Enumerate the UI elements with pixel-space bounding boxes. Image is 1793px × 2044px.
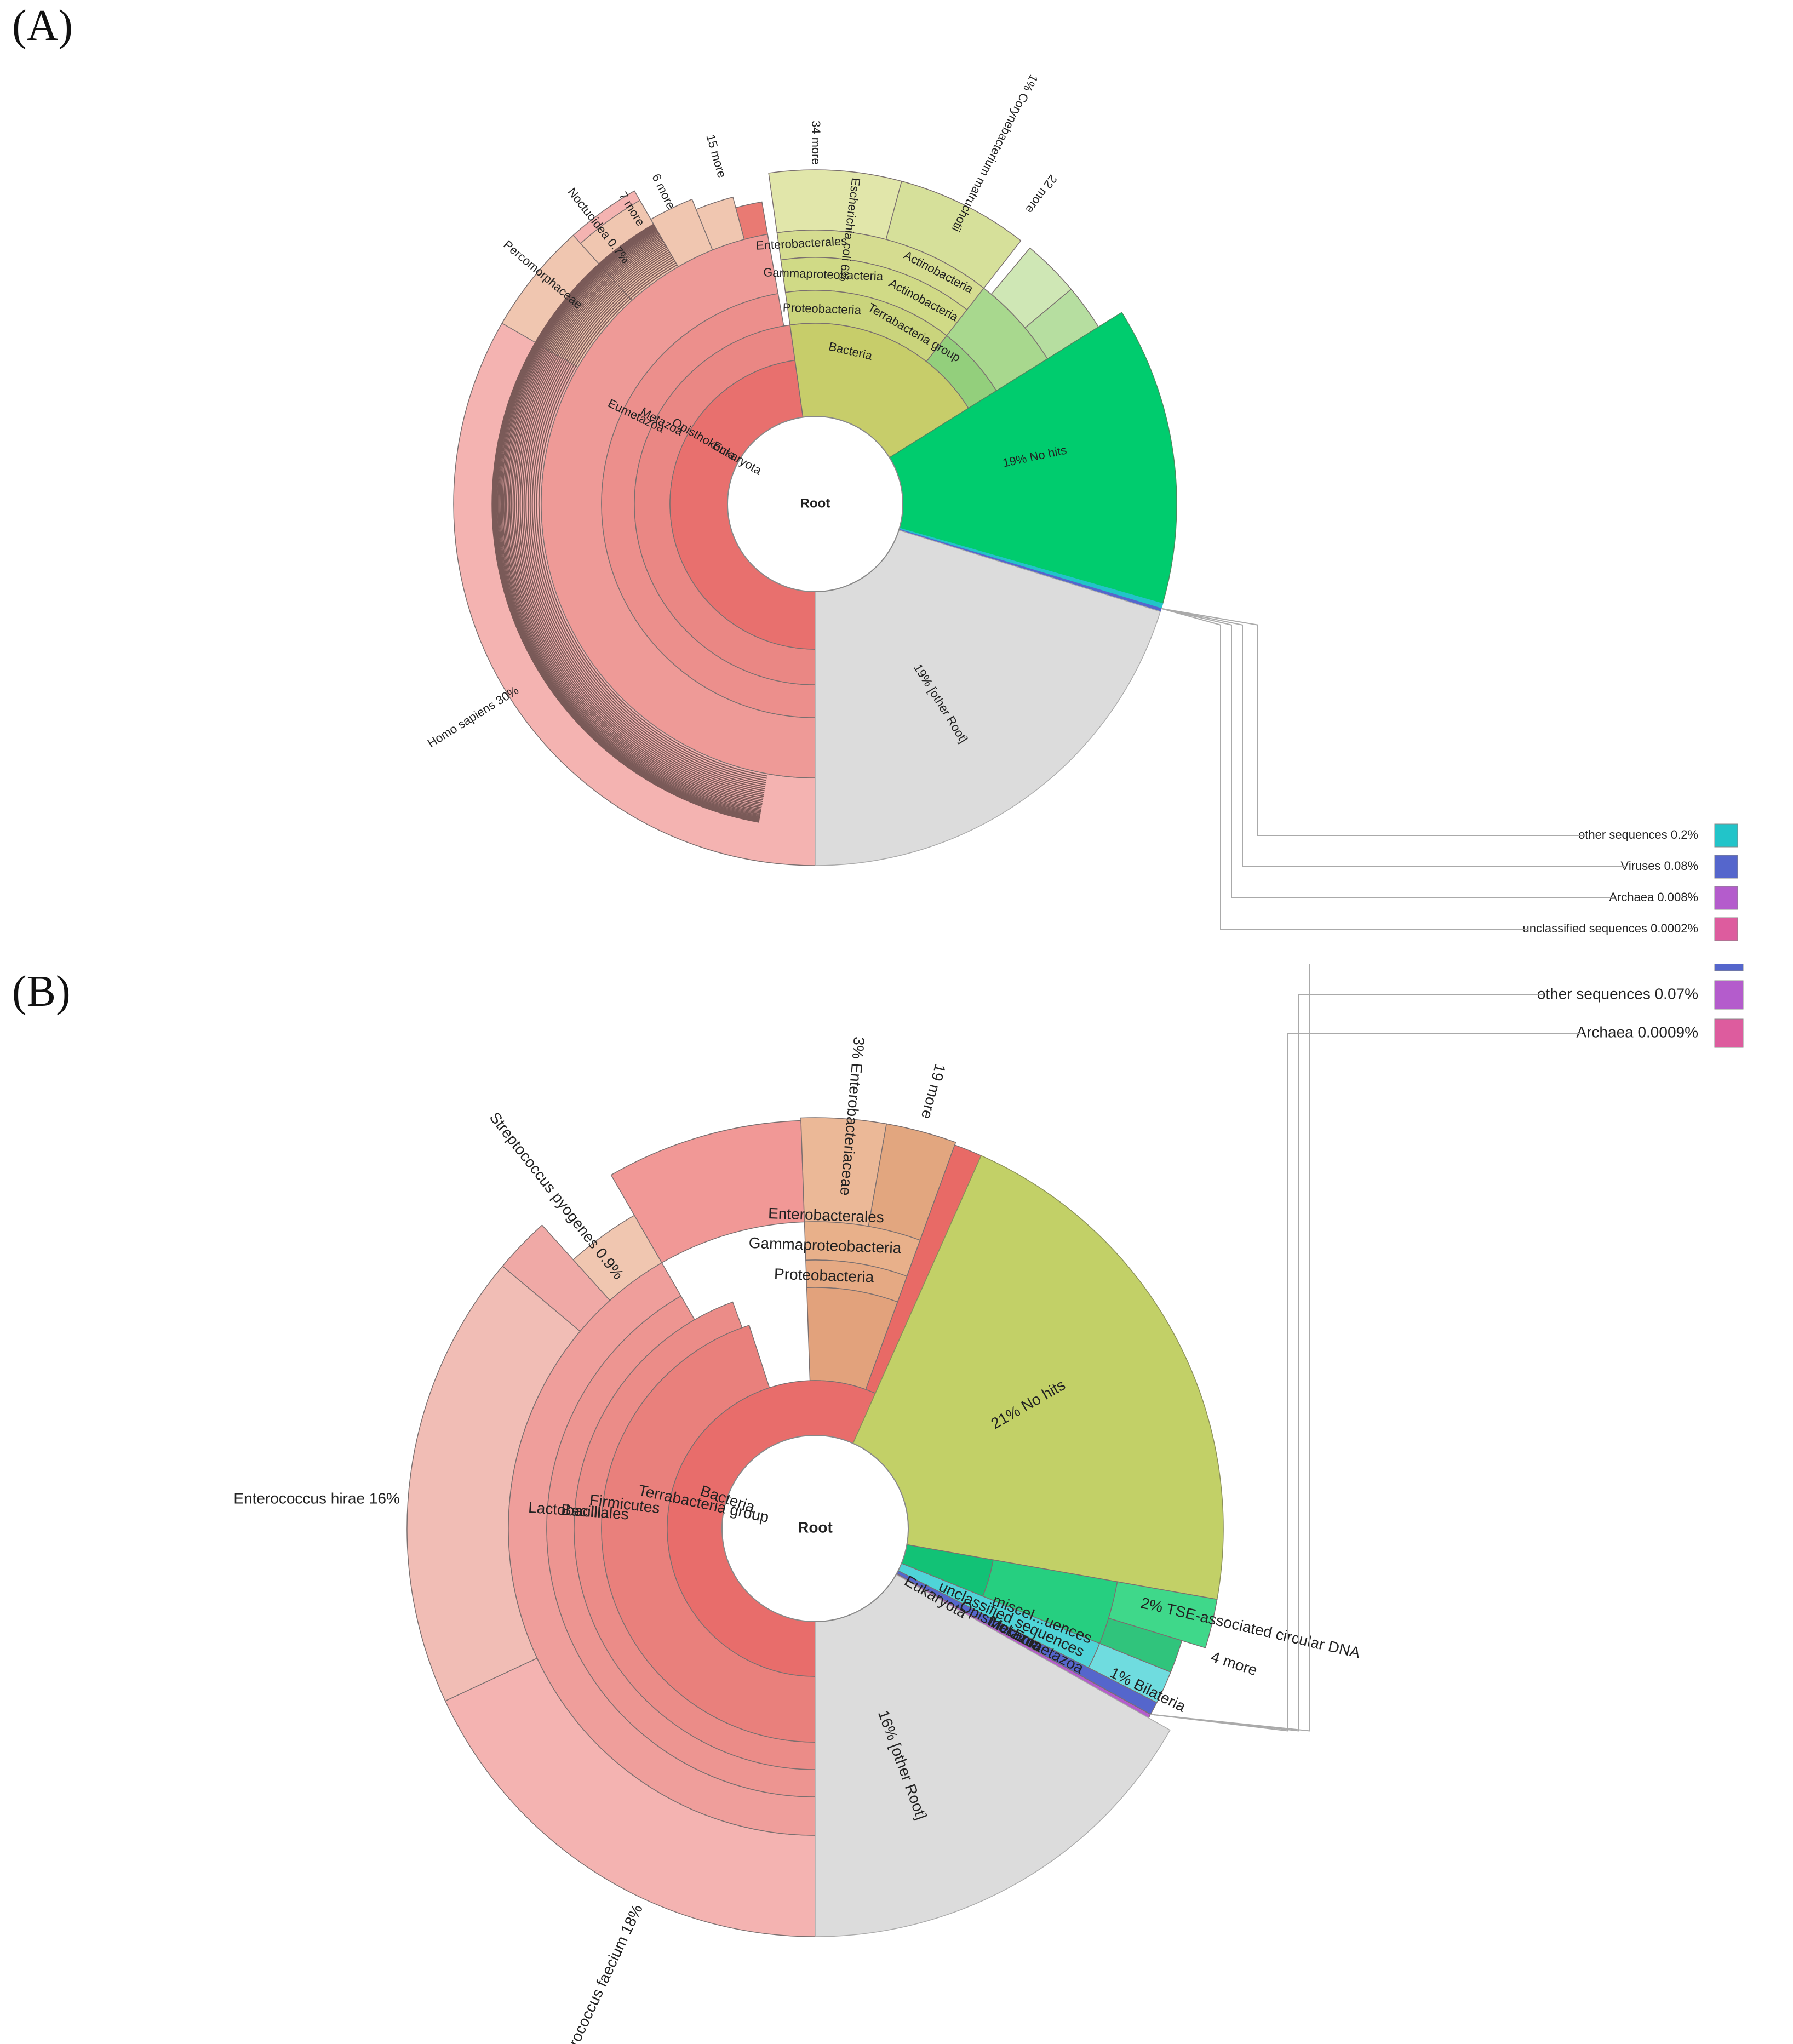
label-proteobacteria: Proteobacteria	[783, 301, 862, 317]
label-22-more: 22 more	[1023, 172, 1060, 216]
root-center[interactable]	[721, 1435, 909, 1622]
label-15-more: 15 more	[703, 133, 729, 179]
lineage-ring	[494, 225, 760, 821]
b-legend-swatch[interactable]	[1714, 1018, 1744, 1048]
panel-a-label: (A)	[12, 2, 73, 50]
lineage-ring	[505, 235, 761, 810]
lineage-ring	[495, 227, 760, 819]
lineage-ring	[509, 239, 763, 805]
lineage-ring	[531, 258, 766, 783]
label-4-more: 4 more	[1209, 1648, 1259, 1679]
label-proteobacteria: Proteobacteria	[774, 1266, 875, 1286]
label-bacilli: Bacilli	[560, 1501, 602, 1521]
label-6-more: 6 more	[649, 171, 678, 211]
lineage-ring	[522, 249, 765, 793]
lineage-ring	[506, 236, 762, 809]
label-enterococcus-faecium: Enterococcus faecium 18%	[552, 1902, 645, 2044]
label-enterococcus-hirae: Enterococcus hirae 16%	[233, 1490, 400, 1507]
lineage-ring	[503, 234, 761, 811]
lineage-ring	[511, 240, 763, 804]
slice-escherichia-coli[interactable]	[768, 169, 902, 240]
a-legend-swatch[interactable]	[1714, 886, 1738, 910]
lineage-ring	[529, 256, 766, 786]
a-legend-label: Viruses 0.08%	[1621, 859, 1698, 873]
lineage-ring	[519, 248, 764, 795]
lineage-ring	[525, 253, 765, 789]
a-legend-connector	[1161, 608, 1615, 898]
a-legend-swatch[interactable]	[1714, 823, 1738, 848]
b-legend-label: Archaea 0.0009%	[1576, 1023, 1698, 1040]
lineage-ring	[502, 232, 761, 812]
a-legend-label: other sequences 0.2%	[1578, 828, 1698, 841]
a-legend-swatch[interactable]	[1714, 855, 1738, 879]
b-legend-connector	[1150, 964, 1310, 1732]
a-legend-label: Archaea 0.008%	[1609, 890, 1698, 904]
lineage-ring	[523, 251, 765, 792]
lineage-ring	[512, 242, 763, 803]
lineage-ring	[499, 230, 761, 815]
lineage-ring	[536, 262, 767, 779]
lineage-ring	[515, 245, 764, 799]
b-legend-connector	[1150, 994, 1543, 1732]
b-legend-connector	[1150, 1033, 1582, 1732]
root-label: Root	[798, 1519, 833, 1536]
b-legend-label: other sequences 0.07%	[1537, 985, 1698, 1002]
a-legend-connector	[1161, 608, 1626, 867]
label-34-more: 34 more	[809, 121, 823, 165]
lineage-ring	[518, 246, 764, 797]
label-homo-sapiens: Homo sapiens 30%	[425, 683, 521, 750]
b-legend-swatch[interactable]	[1714, 980, 1744, 1010]
panel-b-label: (B)	[12, 967, 71, 1016]
lineage-ring	[492, 225, 760, 822]
label-enterobacterales: Enterobacterales	[768, 1205, 885, 1226]
lineage-ring	[514, 243, 763, 801]
root-label: Root	[800, 496, 830, 511]
lineage-ring	[498, 230, 760, 816]
b-legend-swatch[interactable]	[1714, 964, 1744, 971]
lineage-ring	[538, 264, 767, 777]
lineage-ring	[501, 231, 761, 814]
a-legend-swatch[interactable]	[1714, 917, 1738, 941]
a-legend-connector	[1161, 608, 1584, 836]
lineage-ring	[494, 226, 760, 820]
sunburst-chart-a: RootEukaryotaOpisthokontaMetazoaEumetazo…	[425, 72, 1738, 941]
a-legend-connector	[1161, 608, 1528, 930]
lineage-ring	[497, 228, 760, 817]
lineage-ring	[496, 227, 760, 818]
lineage-ring	[527, 255, 766, 788]
a-legend-label: unclassified sequences 0.0002%	[1523, 921, 1698, 935]
root-center[interactable]	[727, 416, 903, 592]
label-19-more: 19 more	[918, 1062, 949, 1121]
lineage-ring	[507, 237, 762, 807]
lineage-ring	[534, 260, 767, 781]
